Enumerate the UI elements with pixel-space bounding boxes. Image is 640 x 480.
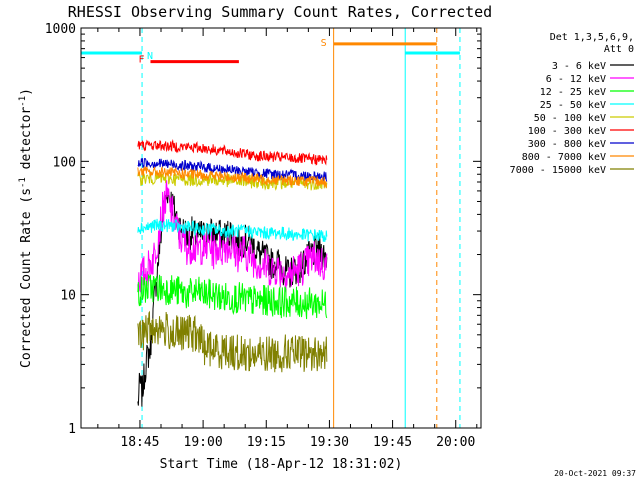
x-tick-label-0: 18:45	[120, 435, 159, 450]
legend-label-4: 50 - 100 keV	[534, 113, 606, 124]
series-line-8	[137, 310, 328, 373]
legend-header-0: Det 1,3,5,6,9,	[550, 32, 634, 43]
legend-label-5: 100 - 300 keV	[528, 126, 606, 137]
annotation-layer: N S F	[81, 38, 460, 66]
y-tick-label-1: 10	[60, 289, 76, 304]
legend-label-7: 800 - 7000 keV	[522, 152, 606, 163]
legend-label-1: 6 - 12 keV	[546, 74, 606, 85]
y-tick-label-3: 1000	[45, 22, 76, 37]
flare-bar-label: F	[138, 55, 144, 66]
x-tick-label-4: 19:45	[373, 435, 412, 450]
chart-title: RHESSI Observing Summary Count Rates, Co…	[68, 3, 492, 21]
plot-frame	[80, 27, 482, 429]
y-axis-label: Corrected Count Rate (s-1 detector-1)	[18, 88, 34, 368]
series-line-1	[137, 180, 328, 294]
x-tick-label-1: 19:00	[184, 435, 223, 450]
x-tick-label-2: 19:15	[247, 435, 286, 450]
orbit-bar-label-0: N	[147, 51, 153, 62]
x-tick-label-3: 19:30	[310, 435, 349, 450]
axis-layer: 1 10 100 1000 18:45 19:00 19:15 19:30 19:45 20:00	[45, 22, 481, 450]
legend-label-3: 25 - 50 keV	[540, 100, 606, 111]
legend-header-1: Att 0	[604, 44, 634, 55]
legend-label-2: 12 - 25 keV	[540, 87, 606, 98]
legend: Det 1,3,5,6,9,Att 0 3 - 6 keV 6 - 12 keV 12…	[510, 32, 634, 176]
series-line-2	[137, 274, 328, 320]
series-line-3	[137, 218, 328, 243]
series-line-7	[137, 165, 328, 189]
legend-label-0: 3 - 6 keV	[552, 61, 606, 72]
orbit-bar-label-1: S	[321, 38, 327, 49]
y-tick-label-2: 100	[53, 155, 76, 170]
y-tick-label-0: 1	[68, 422, 76, 437]
footer-timestamp: 20-Oct-2021 09:37	[554, 469, 636, 478]
series-layer	[137, 139, 328, 407]
x-tick-label-5: 20:00	[436, 435, 475, 450]
legend-label-8: 7000 - 15000 keV	[510, 165, 606, 176]
legend-label-6: 300 - 800 keV	[528, 139, 606, 150]
series-line-5	[137, 139, 328, 166]
x-axis-label: Start Time (18-Apr-12 18:31:02)	[160, 457, 403, 472]
